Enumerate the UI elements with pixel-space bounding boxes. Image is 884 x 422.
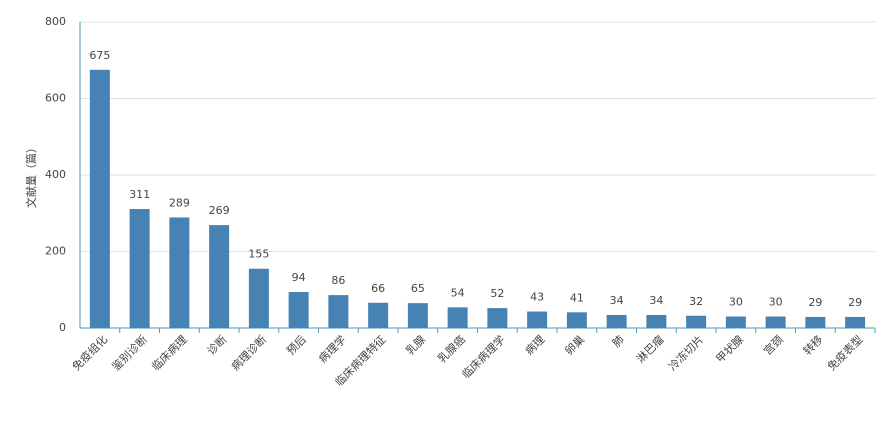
value-label: 34 (610, 294, 624, 307)
x-tick-label: 病理学 (315, 332, 348, 365)
value-label: 34 (649, 294, 663, 307)
x-tick-label: 卵巢 (562, 333, 587, 358)
value-label: 269 (209, 204, 230, 217)
x-tick-label: 诊断 (204, 332, 229, 357)
x-tick-label: 淋巴瘤 (633, 332, 666, 365)
x-tick-label: 免疫表型 (824, 332, 865, 373)
x-tick-label: 预后 (284, 333, 309, 358)
bar (725, 316, 746, 328)
value-label: 155 (248, 248, 269, 261)
value-label: 66 (371, 282, 385, 295)
value-label: 86 (331, 274, 345, 287)
bar (805, 316, 826, 328)
bar (447, 307, 468, 328)
value-label: 311 (129, 188, 150, 201)
value-label: 54 (451, 286, 465, 299)
bar (646, 314, 667, 328)
y-axis-label: 文献量（篇） (24, 142, 38, 208)
bar (845, 316, 866, 328)
x-tick-label: 冷冻切片 (665, 332, 706, 373)
value-label: 41 (570, 291, 584, 304)
y-tick-label: 200 (45, 245, 66, 258)
y-tick-label: 400 (45, 168, 66, 181)
x-tick-label: 转移 (800, 332, 825, 357)
bar (169, 217, 190, 328)
bar (407, 303, 428, 328)
value-label: 32 (689, 295, 703, 308)
value-label: 52 (490, 287, 504, 300)
bar (527, 311, 548, 328)
x-tick-label: 临床病理学 (459, 332, 508, 381)
value-label: 30 (769, 296, 783, 309)
bar (686, 315, 707, 328)
bar (248, 268, 269, 328)
x-tick-label: 免疫组化 (69, 332, 110, 373)
x-tick-label: 鉴别诊断 (109, 332, 150, 373)
x-tick-label: 临床病理 (149, 332, 190, 373)
bar (368, 302, 389, 328)
value-label: 289 (169, 196, 190, 209)
value-label: 30 (729, 296, 743, 309)
x-tick-label: 病理诊断 (228, 332, 269, 373)
bar (328, 295, 349, 328)
value-label: 94 (292, 271, 306, 284)
x-tick-label: 肺 (610, 333, 627, 350)
x-tick-label: 病理 (522, 332, 547, 357)
bar (89, 69, 110, 328)
x-tick-label: 乳腺 (403, 332, 428, 357)
y-tick-label: 600 (45, 92, 66, 105)
bar (209, 225, 230, 328)
bar (606, 314, 627, 328)
value-label: 29 (848, 296, 862, 309)
value-label: 29 (808, 296, 822, 309)
bar (566, 312, 587, 328)
y-tick-label: 800 (45, 15, 66, 28)
bar (765, 316, 786, 328)
value-label: 675 (89, 49, 110, 62)
bar (487, 308, 508, 328)
x-tick-label: 宫颈 (760, 332, 785, 357)
y-tick-label: 0 (59, 321, 66, 334)
x-tick-label: 乳腺癌 (435, 332, 468, 365)
bar (129, 209, 150, 328)
value-label: 43 (530, 291, 544, 304)
x-tick-label: 甲状腺 (713, 332, 746, 365)
value-label: 65 (411, 282, 425, 295)
bar (288, 292, 309, 328)
